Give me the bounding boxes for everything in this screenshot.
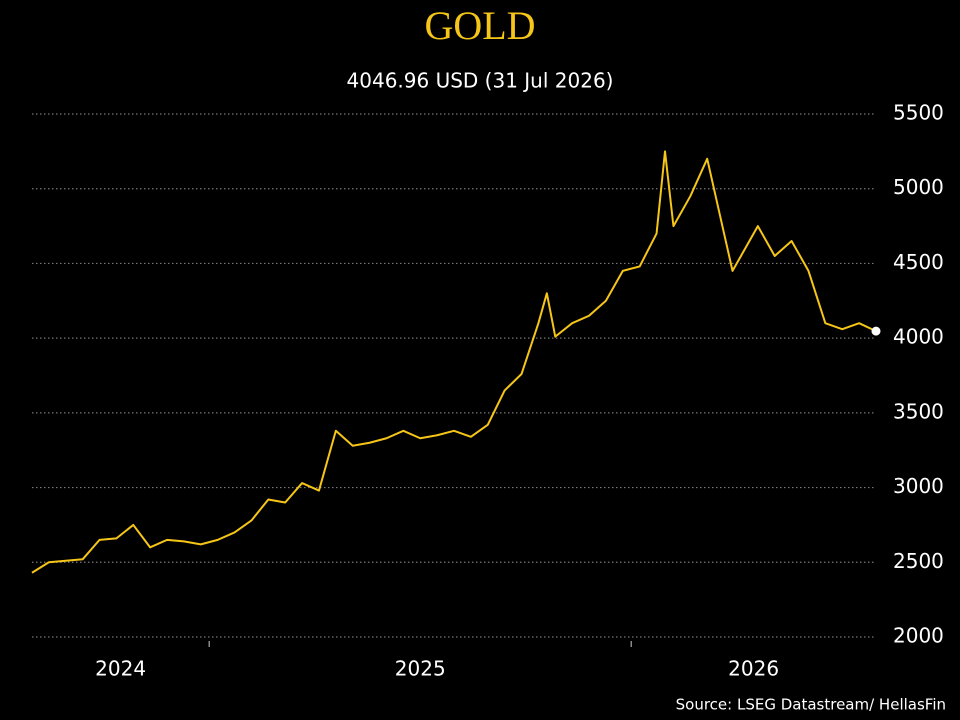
x-tick-label: 2024 xyxy=(95,657,146,681)
y-tick-label: 4500 xyxy=(893,250,944,274)
y-tick-label: 5000 xyxy=(893,175,944,199)
last-point xyxy=(871,326,881,336)
x-tick-label: 2026 xyxy=(728,657,779,681)
y-tick-label: 2000 xyxy=(893,624,944,648)
y-tick-label: 2500 xyxy=(893,549,944,573)
source: Source: LSEG Datastream/ HellasFin xyxy=(676,696,946,714)
subtitle: 4046.96 USD (31 Jul 2026) xyxy=(347,69,614,93)
x-tick-label: 2025 xyxy=(395,657,446,681)
y-tick-label: 3500 xyxy=(893,399,944,423)
y-tick-label: 5500 xyxy=(893,101,944,125)
price-line xyxy=(31,150,877,574)
y-tick-label: 4000 xyxy=(893,325,944,349)
chart-title: GOLD xyxy=(424,3,535,48)
y-tick-label: 3000 xyxy=(893,474,944,498)
